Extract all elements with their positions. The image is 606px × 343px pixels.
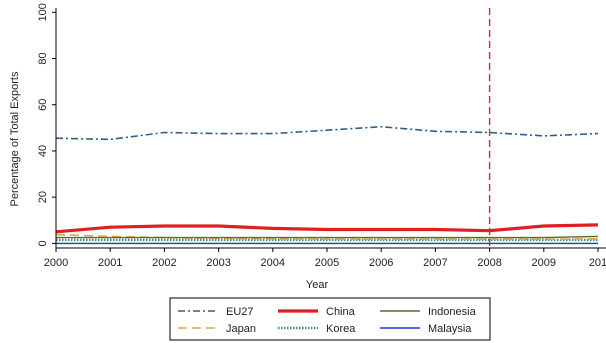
x-tick-label: 2002: [152, 257, 176, 269]
legend-box: [169, 297, 491, 341]
x-tick-label: 2003: [206, 257, 230, 269]
x-tick-label: 201: [589, 257, 606, 269]
x-tick-label: 2007: [423, 257, 447, 269]
legend-label-eu27: EU27: [226, 306, 254, 318]
x-tick-label: 2005: [315, 257, 339, 269]
x-tick-label: 2004: [261, 257, 285, 269]
legend-label-china: China: [326, 306, 356, 318]
legend-label-malaysia: Malaysia: [428, 323, 472, 335]
legend-label-korea: Korea: [326, 323, 356, 335]
y-tick-label: 20: [37, 191, 49, 203]
y-tick-label: 60: [37, 99, 49, 111]
x-axis-title: Year: [306, 279, 329, 291]
x-tick-label: 2001: [98, 257, 122, 269]
x-tick-label: 2000: [44, 257, 68, 269]
y-tick-label: 0: [37, 240, 49, 246]
series-line-indonesia: [56, 235, 599, 239]
y-tick-label: 80: [37, 52, 49, 64]
series-line-eu27: [55, 125, 599, 141]
y-tick-label: 100: [37, 3, 49, 21]
x-tick-label: 2009: [532, 257, 556, 269]
legend: EU27 China Indonesia Japan Korea Malaysia: [169, 297, 491, 341]
x-tick-label: 2006: [369, 257, 393, 269]
x-tick-label: 2008: [477, 257, 501, 269]
y-tick-label: 40: [37, 145, 49, 157]
legend-label-japan: Japan: [226, 323, 256, 335]
axes: 0 20 40 60 80 100 2000 2001 2002 2003 2004 2005 2006…: [9, 3, 606, 291]
series-line-china: [55, 223, 599, 234]
plot-area: [55, 8, 599, 248]
series-line-japan: [55, 233, 599, 240]
legend-label-indonesia: Indonesia: [428, 306, 477, 318]
y-axis-title: Percentage of Total Exports: [9, 71, 21, 206]
